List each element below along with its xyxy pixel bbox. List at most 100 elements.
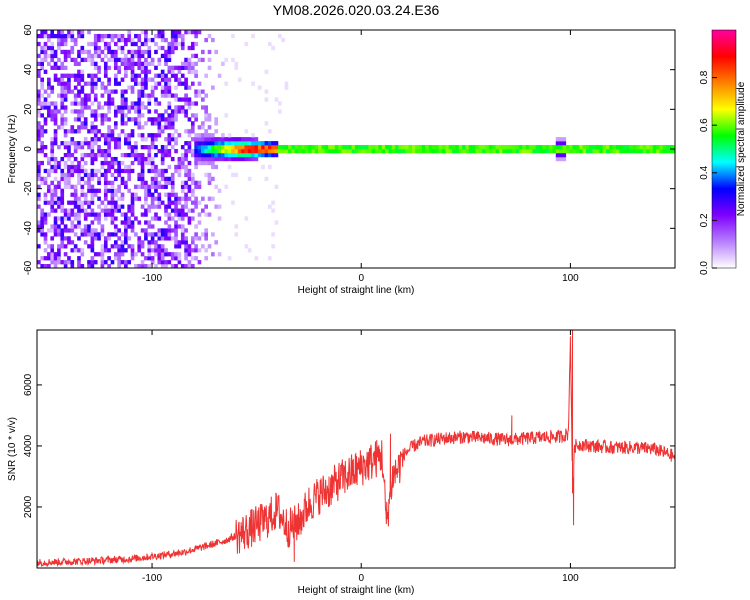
heatmap-cell xyxy=(535,145,540,150)
heatmap-cell xyxy=(187,220,192,225)
heatmap-cell xyxy=(194,224,198,229)
heatmap-cell xyxy=(160,113,165,118)
heatmap-cell xyxy=(144,41,148,47)
heatmap-cell xyxy=(37,260,41,265)
heatmap-cell xyxy=(137,109,142,114)
heatmap-cell xyxy=(63,160,68,166)
heatmap-cell xyxy=(194,69,198,74)
heatmap-cell xyxy=(164,61,168,66)
heatmap-cell xyxy=(140,164,145,170)
heatmap-cell xyxy=(194,137,198,142)
heatmap-cell xyxy=(107,129,111,134)
heatmap-cell xyxy=(184,164,188,170)
heatmap-cell xyxy=(515,149,520,154)
heatmap-cell xyxy=(67,168,71,174)
heatmap-cell xyxy=(93,73,98,78)
heatmap-cell xyxy=(83,97,88,102)
heatmap-cell xyxy=(57,260,61,265)
heatmap-cell xyxy=(177,256,182,261)
heatmap-cell xyxy=(194,101,198,106)
heatmap-cell xyxy=(127,236,132,241)
heatmap-cell xyxy=(60,73,65,78)
heatmap-cell xyxy=(70,33,75,39)
heatmap-cell xyxy=(194,256,198,261)
heatmap-cell xyxy=(137,196,142,201)
heatmap-cell xyxy=(555,149,560,154)
heatmap-cell xyxy=(194,180,198,185)
heatmap-cell xyxy=(97,37,101,43)
heatmap-cell xyxy=(184,256,188,261)
heatmap-cell xyxy=(328,145,332,150)
heatmap-cell xyxy=(170,156,175,162)
heatmap-cell xyxy=(137,37,142,43)
heatmap-cell xyxy=(545,145,550,150)
heatmap-cell xyxy=(63,244,68,249)
heatmap-cell xyxy=(137,53,142,59)
heatmap-cell xyxy=(53,65,58,70)
heatmap-cell xyxy=(117,160,121,166)
heatmap-cell xyxy=(120,97,125,102)
heatmap-cell xyxy=(154,252,158,257)
heatmap-cell xyxy=(616,149,620,154)
heatmap-cell xyxy=(113,204,118,209)
heatmap-cell xyxy=(251,149,255,154)
heatmap-cell xyxy=(60,89,65,94)
heatmap-cell xyxy=(147,93,152,98)
colorbar-tick-label: 0.0 xyxy=(699,261,710,275)
heatmap-cell xyxy=(93,77,98,82)
heatmap-cell xyxy=(180,160,185,166)
y-tick-label: 40 xyxy=(23,64,34,76)
heatmap-cell xyxy=(90,208,95,213)
heatmap-cell xyxy=(164,252,168,257)
heatmap-cell xyxy=(93,113,98,118)
heatmap-cell xyxy=(100,244,105,249)
heatmap-cell xyxy=(93,49,98,55)
heatmap-cell xyxy=(130,85,135,90)
heatmap-cell xyxy=(137,240,142,245)
heatmap-cell xyxy=(164,168,168,174)
heatmap-cell xyxy=(113,81,118,86)
heatmap-cell xyxy=(37,129,41,134)
heatmap-cell xyxy=(177,77,182,82)
heatmap-cell xyxy=(201,133,205,138)
heatmap-cell xyxy=(522,149,526,154)
heatmap-cell xyxy=(549,145,553,150)
heatmap-cell xyxy=(67,77,71,82)
heatmap-cell xyxy=(187,168,192,174)
heatmap-cell xyxy=(93,188,98,193)
heatmap-cell xyxy=(87,57,91,63)
heatmap-cell xyxy=(53,49,58,55)
heatmap-cell xyxy=(73,196,78,201)
heatmap-cell xyxy=(63,65,68,70)
heatmap-cell xyxy=(124,57,128,63)
heatmap-cell xyxy=(167,101,172,106)
heatmap-cell xyxy=(324,145,329,150)
heatmap-cell xyxy=(127,105,132,110)
heatmap-cell xyxy=(73,149,78,154)
heatmap-cell xyxy=(254,149,259,154)
heatmap-cell xyxy=(67,184,71,189)
heatmap-cell xyxy=(60,141,65,146)
heatmap-cell xyxy=(63,73,68,78)
heatmap-cell xyxy=(103,216,108,221)
heatmap-cell xyxy=(197,137,202,142)
heatmap-cell xyxy=(187,101,192,106)
heatmap-cell xyxy=(170,137,175,142)
heatmap-cell xyxy=(97,77,101,82)
colorbar-tick-label: 0.6 xyxy=(699,118,710,132)
heatmap-cell xyxy=(37,137,41,142)
heatmap-cell xyxy=(264,141,269,146)
heatmap-cell xyxy=(298,149,302,154)
heatmap-cell xyxy=(137,156,142,162)
heatmap-cell xyxy=(127,117,132,122)
heatmap-cell xyxy=(40,57,44,63)
heatmap-cell xyxy=(53,33,58,39)
heatmap-cell xyxy=(505,149,510,154)
heatmap-cell xyxy=(164,125,168,130)
heatmap-cell xyxy=(485,145,490,150)
heatmap-cell xyxy=(37,53,41,59)
heatmap-cell xyxy=(274,97,279,102)
heatmap-cell xyxy=(117,137,121,142)
heatmap-cell xyxy=(124,69,128,74)
heatmap-cell xyxy=(83,224,88,229)
